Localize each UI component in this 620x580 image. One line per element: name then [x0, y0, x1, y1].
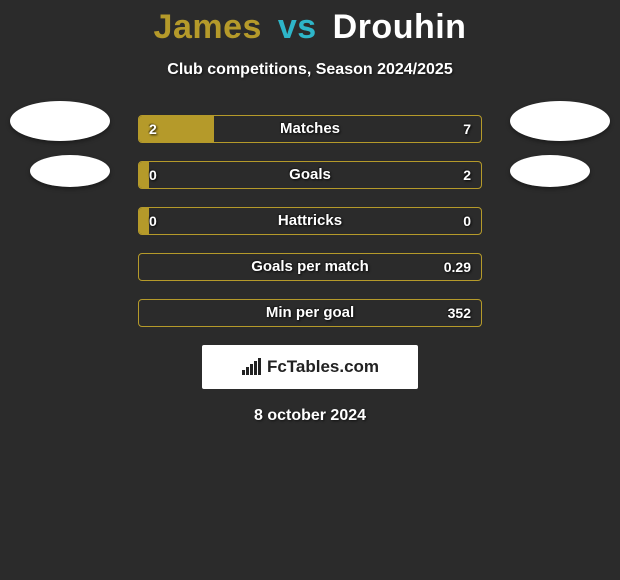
- stat-right-value: 352: [438, 300, 481, 327]
- logo-text: FcTables.com: [267, 357, 379, 377]
- stat-right-value: 0: [453, 208, 481, 235]
- stat-bar: 0 2Goals: [138, 161, 482, 189]
- stat-left-value: 0: [139, 208, 167, 235]
- player2-avatar-icon: [510, 101, 610, 141]
- stat-label: Goals: [139, 162, 481, 189]
- stat-bar: 0.29Goals per match: [138, 253, 482, 281]
- player1-name: James: [154, 8, 262, 46]
- stat-right-value: 2: [453, 162, 481, 189]
- bars-icon: [241, 358, 263, 376]
- player2-name: Drouhin: [333, 8, 467, 46]
- stat-right-value: 7: [453, 116, 481, 143]
- stat-left-value: 2: [139, 116, 167, 143]
- player2-avatar-small-icon: [510, 155, 590, 187]
- stat-label: Goals per match: [139, 254, 481, 281]
- stat-right-value: 0.29: [434, 254, 481, 281]
- stat-bar: 27Matches: [138, 115, 482, 143]
- stat-bar: 0 0Hattricks: [138, 207, 482, 235]
- vs-label: vs: [278, 8, 317, 46]
- subtitle: Club competitions, Season 2024/2025: [0, 61, 620, 79]
- snapshot-date: 8 october 2024: [0, 407, 620, 425]
- comparison-chart: 27Matches02Goals00Hattricks0.29Goals per…: [0, 115, 620, 327]
- stat-label: Min per goal: [139, 300, 481, 327]
- stat-left-value: 0: [139, 162, 167, 189]
- player1-avatar-icon: [10, 101, 110, 141]
- stat-bar: 352Min per goal: [138, 299, 482, 327]
- fctables-logo: FcTables.com: [202, 345, 418, 389]
- player1-avatar-small-icon: [30, 155, 110, 187]
- comparison-title: James vs Drouhin: [0, 0, 620, 47]
- stat-label: Hattricks: [139, 208, 481, 235]
